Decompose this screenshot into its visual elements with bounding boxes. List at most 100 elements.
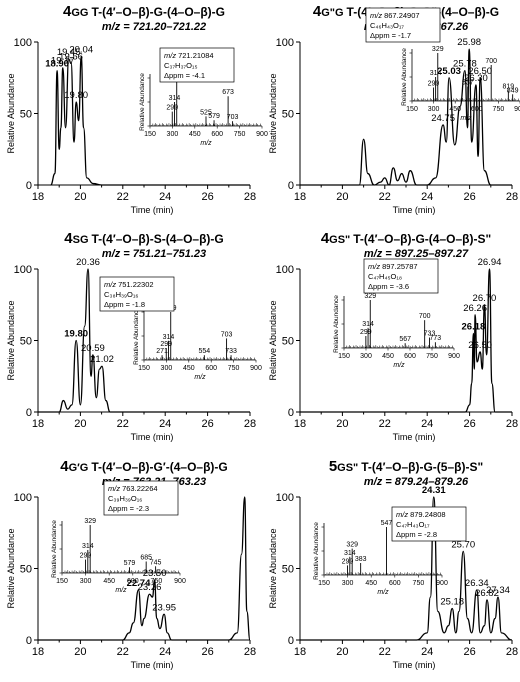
peak-label: 20.59 [81,343,105,354]
title-number: 4 [64,230,73,247]
inset-x-tick-label: 150 [318,580,330,587]
inset-peak-label: 299 [166,105,178,112]
peak-label: 19.80 [64,329,88,340]
peak-label: 20.36 [76,257,100,268]
peak-label: 26.50 [468,340,492,351]
x-tick-label: 24 [159,418,171,430]
chart-title: 4SG T-(4′–O–β)-S-(4–O–β)-G [64,230,223,247]
inset-x-tick-label: 600 [205,365,217,372]
y-tick-label: 100 [14,37,32,49]
inset-peak-label: 299 [342,558,354,565]
inset-mz-value: 751.22302 [118,280,153,289]
x-tick-label: 24 [421,191,433,203]
y-tick-label: 0 [26,180,32,192]
x-axis-label: Time (min) [131,432,174,442]
y-tick-label: 100 [14,492,32,504]
inset-mz-line: m/z 721.21084 [164,51,214,60]
chromatogram-line [37,268,250,413]
inset-formula: C₄₇H₄₅O₁₈ [368,272,402,281]
inset-peak-label: 547 [381,520,393,527]
inset-peak-label: 329 [84,518,96,525]
inset-peak-label: 329 [432,46,444,53]
chart-subtitle: m/z = 721.20–721.22 [102,21,206,33]
inset-legend-box [363,258,439,294]
inset-peak-label: 745 [150,559,162,566]
inset-mz-value: 721.21084 [178,51,213,60]
inset-mz-label: m/z [164,51,176,60]
inset-y-axis-label: Relative Abundance [333,295,340,353]
inset-x-tick-label: 900 [250,365,262,372]
inset-peak-label: 700 [419,313,431,320]
x-tick-label: 20 [74,646,86,658]
inset-x-tick-label: 750 [426,353,438,360]
inset-mz-line: m/z 751.22302 [104,280,154,289]
inset-x-tick-label: 750 [151,578,163,585]
peak-label: 25.78 [453,59,477,70]
title-structure: T-(4′–O–β)-G-(5–β)-S" [361,460,483,474]
chromatogram-line [37,496,251,641]
title-structure: T-(4′–O–β)-G′-(4–O–β)-G [91,460,227,474]
inset-x-tick-label: 600 [471,106,483,113]
inset-mz-line: m/z 897.25787 [368,262,418,271]
inset-peak-label: 314 [362,321,374,328]
inset-peak-label: 329 [364,293,376,300]
title-number: 4 [60,458,69,475]
x-axis-label: Time (min) [131,205,174,215]
y-tick-label: 50 [20,109,32,121]
inset-peak-label: 733 [424,330,436,337]
inset-peak-label: 525 [200,109,212,116]
inset-ppm: Δppm = -2.8 [396,530,437,539]
ms-inset: 150 300 450 600 750 900 m/z Relative Abundance 2… [51,480,186,594]
inset-formula: C₃₉H₃₉O₁₆ [108,494,142,503]
inset-ppm: Δppm = -2.3 [108,504,149,513]
inset-mz-label: m/z [108,484,120,493]
inset-x-axis-label: m/z [200,140,212,147]
x-tick-label: 20 [74,418,86,430]
y-tick-label: 0 [288,635,294,647]
inset-x-tick-label: 600 [211,131,223,138]
y-tick-label: 0 [288,407,294,419]
panel-2: 4G"GT-(4′–O–β)-G-G"-(4–O–β)-Gm/z = 867.2… [268,3,520,215]
chart-title: 4GS" T-(4′–O–β)-G-(4–O–β)-S" [321,230,491,247]
peak-label: 24.31 [422,485,446,496]
peak-label: 18.90 [45,59,69,70]
x-tick-label: 22 [379,646,391,658]
x-tick-label: 18 [32,418,44,430]
inset-mz-value: 763.22264 [122,484,157,493]
inset-x-tick-label: 600 [389,580,401,587]
inset-formula: C₃₇H₃₇O₁₅ [164,61,197,70]
y-tick-label: 100 [276,264,294,276]
x-tick-label: 26 [463,418,475,430]
inset-x-tick-label: 450 [449,106,461,113]
peak-label: 23.50 [143,568,167,579]
peak-label: 25.03 [437,66,461,77]
inset-x-tick-label: 150 [144,131,156,138]
x-tick-label: 28 [244,646,256,658]
inset-x-tick-label: 150 [338,353,350,360]
panel-3: 4SG T-(4′–O–β)-S-(4–O–β)-Gm/z = 751.21–75… [6,230,262,442]
title-code: GS" [337,462,358,474]
inset-x-tick-label: 450 [365,580,377,587]
x-tick-label: 26 [463,646,475,658]
x-tick-label: 18 [32,646,44,658]
peak-label: 25.98 [457,37,481,48]
inset-y-axis-label: Relative Abundance [313,522,320,580]
inset-y-axis-label: Relative Abundance [133,307,140,365]
inset-x-tick-label: 900 [256,131,268,138]
inset-x-tick-label: 300 [428,106,440,113]
inset-x-tick-label: 300 [342,580,354,587]
inset-x-axis-label: m/z [194,374,206,381]
inset-mz-label: m/z [368,262,380,271]
inset-mz-line: m/z 763.22264 [108,484,158,493]
inset-peak-label: 673 [222,89,234,96]
inset-x-tick-label: 900 [436,580,448,587]
x-tick-label: 24 [159,646,171,658]
y-axis-label: Relative Abundance [6,73,16,153]
peak-label: 24.75 [431,113,455,124]
inset-x-axis-label: m/z [115,587,127,594]
inset-peak-label: 567 [399,336,411,343]
inset-ppm: Δppm = -1.8 [104,300,145,309]
peak-label: 26.34 [465,578,489,589]
inset-peak-label: 733 [225,348,237,355]
inset-x-tick-label: 750 [228,365,240,372]
